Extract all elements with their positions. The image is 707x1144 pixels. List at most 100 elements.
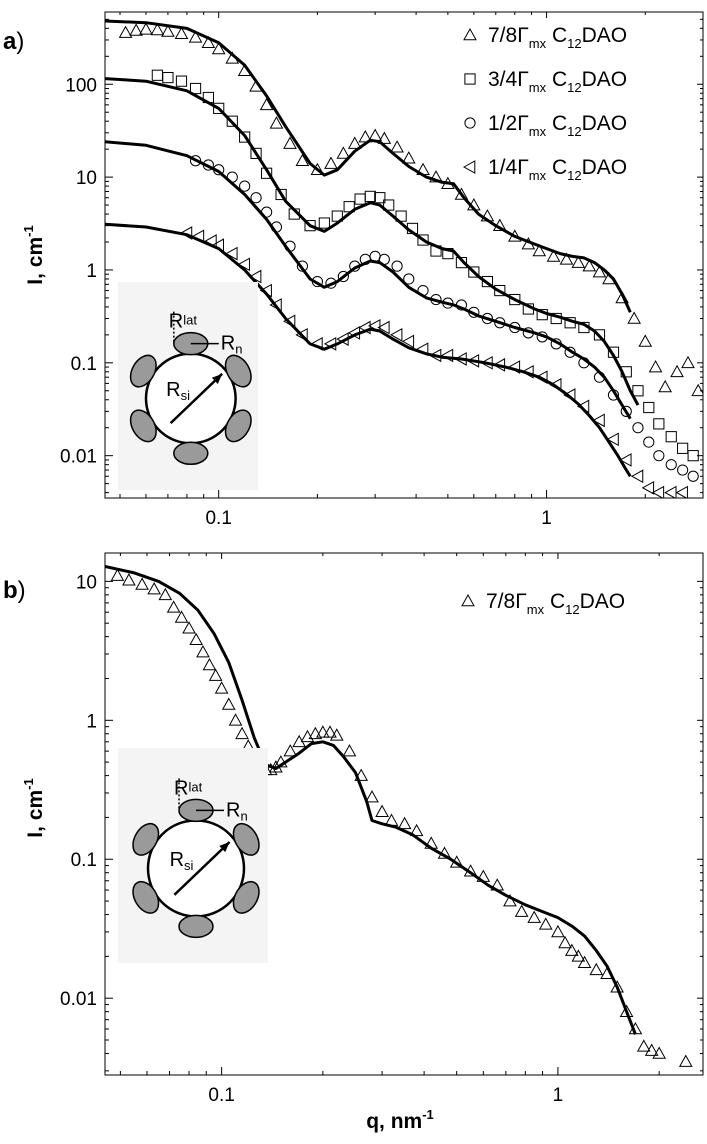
data-point bbox=[687, 450, 699, 462]
data-point bbox=[250, 147, 262, 160]
y-tick-label: 1 bbox=[86, 261, 97, 282]
data-point bbox=[653, 450, 665, 462]
data-point bbox=[365, 790, 379, 803]
data-point bbox=[643, 401, 655, 414]
y-tick-label: 10 bbox=[76, 168, 97, 189]
data-point bbox=[129, 23, 143, 36]
data-point bbox=[374, 192, 386, 204]
panel-b-inset: Rsi Rlat Rn bbox=[118, 748, 268, 963]
data-point bbox=[409, 823, 424, 837]
data-point bbox=[652, 1046, 667, 1059]
fit-curve bbox=[105, 140, 632, 420]
legend-label: 3/4Γmx C12DAO bbox=[488, 68, 627, 95]
data-point bbox=[429, 170, 443, 183]
data-point bbox=[189, 632, 204, 646]
data-point bbox=[403, 273, 415, 285]
data-point bbox=[118, 25, 133, 38]
data-point bbox=[589, 962, 604, 976]
data-point bbox=[582, 259, 597, 272]
data-point bbox=[211, 41, 226, 55]
silica-sphere bbox=[146, 819, 246, 918]
data-point bbox=[175, 75, 188, 87]
data-point bbox=[383, 199, 395, 211]
data-point bbox=[208, 668, 223, 681]
data-point bbox=[329, 728, 344, 741]
data-point bbox=[527, 910, 542, 923]
data-point bbox=[454, 187, 469, 200]
data-point bbox=[323, 725, 337, 738]
data-point bbox=[535, 370, 548, 385]
data-point bbox=[336, 146, 351, 159]
data-point bbox=[658, 379, 673, 393]
legend-label: 1/2Γmx C12DAO bbox=[488, 112, 627, 139]
data-point bbox=[304, 220, 316, 232]
data-point bbox=[269, 116, 284, 129]
data-point bbox=[316, 725, 330, 738]
data-point bbox=[300, 729, 315, 743]
data-point bbox=[390, 328, 403, 342]
data-point bbox=[237, 257, 250, 272]
x-tick-label: 1 bbox=[553, 1085, 564, 1106]
data-point bbox=[532, 243, 547, 257]
label-r-lat: Rlat bbox=[174, 777, 203, 799]
data-point bbox=[390, 140, 404, 153]
data-point bbox=[648, 360, 663, 373]
data-point bbox=[551, 924, 565, 938]
y-tick-label: 100 bbox=[65, 75, 97, 96]
data-point bbox=[343, 201, 355, 213]
data-point bbox=[354, 768, 369, 781]
fit-curve bbox=[105, 19, 632, 313]
data-point bbox=[295, 153, 310, 167]
data-point bbox=[225, 246, 238, 261]
data-point bbox=[681, 355, 695, 369]
y-tick-label: 10 bbox=[76, 572, 97, 593]
data-point bbox=[514, 904, 529, 917]
label-r-n: Rn bbox=[221, 333, 243, 357]
data-point bbox=[687, 470, 699, 482]
data-point bbox=[665, 431, 677, 443]
adsorbed-micelle bbox=[129, 354, 157, 388]
data-point bbox=[610, 980, 625, 993]
data-point bbox=[546, 249, 561, 262]
data-point bbox=[571, 949, 586, 962]
legend-marker bbox=[464, 117, 476, 129]
adsorbed-micelle bbox=[173, 441, 209, 466]
data-point bbox=[239, 131, 251, 143]
data-point bbox=[249, 269, 262, 284]
data-point bbox=[565, 943, 579, 956]
y-tick-label: 0.01 bbox=[60, 447, 97, 468]
data-point bbox=[110, 568, 125, 581]
adsorbed-micelle bbox=[232, 822, 260, 856]
data-point bbox=[375, 804, 389, 817]
data-point bbox=[324, 156, 338, 169]
fit-curve bbox=[105, 565, 637, 1035]
y-tick-label: 0.01 bbox=[60, 989, 97, 1010]
data-point bbox=[151, 69, 163, 81]
data-point bbox=[641, 481, 655, 495]
data-point bbox=[620, 405, 632, 417]
adsorbed-micelle bbox=[132, 822, 160, 856]
y-tick-label: 0.1 bbox=[71, 354, 97, 375]
legend-label: 1/4Γmx C12DAO bbox=[488, 156, 627, 183]
adsorbed-micelle bbox=[224, 409, 252, 443]
data-point bbox=[632, 422, 644, 434]
fit-curve bbox=[105, 77, 640, 406]
data-point bbox=[592, 413, 605, 428]
data-point bbox=[592, 264, 607, 278]
panel-a-plot: 0.01 0.1 1 10 100 0.1 1 bbox=[60, 11, 704, 529]
data-point bbox=[228, 713, 243, 726]
data-point bbox=[174, 610, 189, 623]
label-r-si: Rsi bbox=[170, 849, 194, 873]
data-point bbox=[182, 621, 196, 634]
data-point bbox=[391, 260, 403, 272]
data-point bbox=[691, 383, 703, 397]
data-point bbox=[166, 600, 181, 613]
data-point bbox=[397, 816, 412, 830]
data-point bbox=[342, 744, 357, 757]
data-point bbox=[571, 255, 586, 268]
data-point bbox=[644, 1043, 659, 1056]
data-point bbox=[364, 190, 376, 202]
panel-b-plot: 0.01 0.1 1 10 0.1 1 bbox=[60, 553, 703, 1106]
data-point bbox=[139, 22, 153, 35]
silica-sphere bbox=[144, 352, 237, 445]
